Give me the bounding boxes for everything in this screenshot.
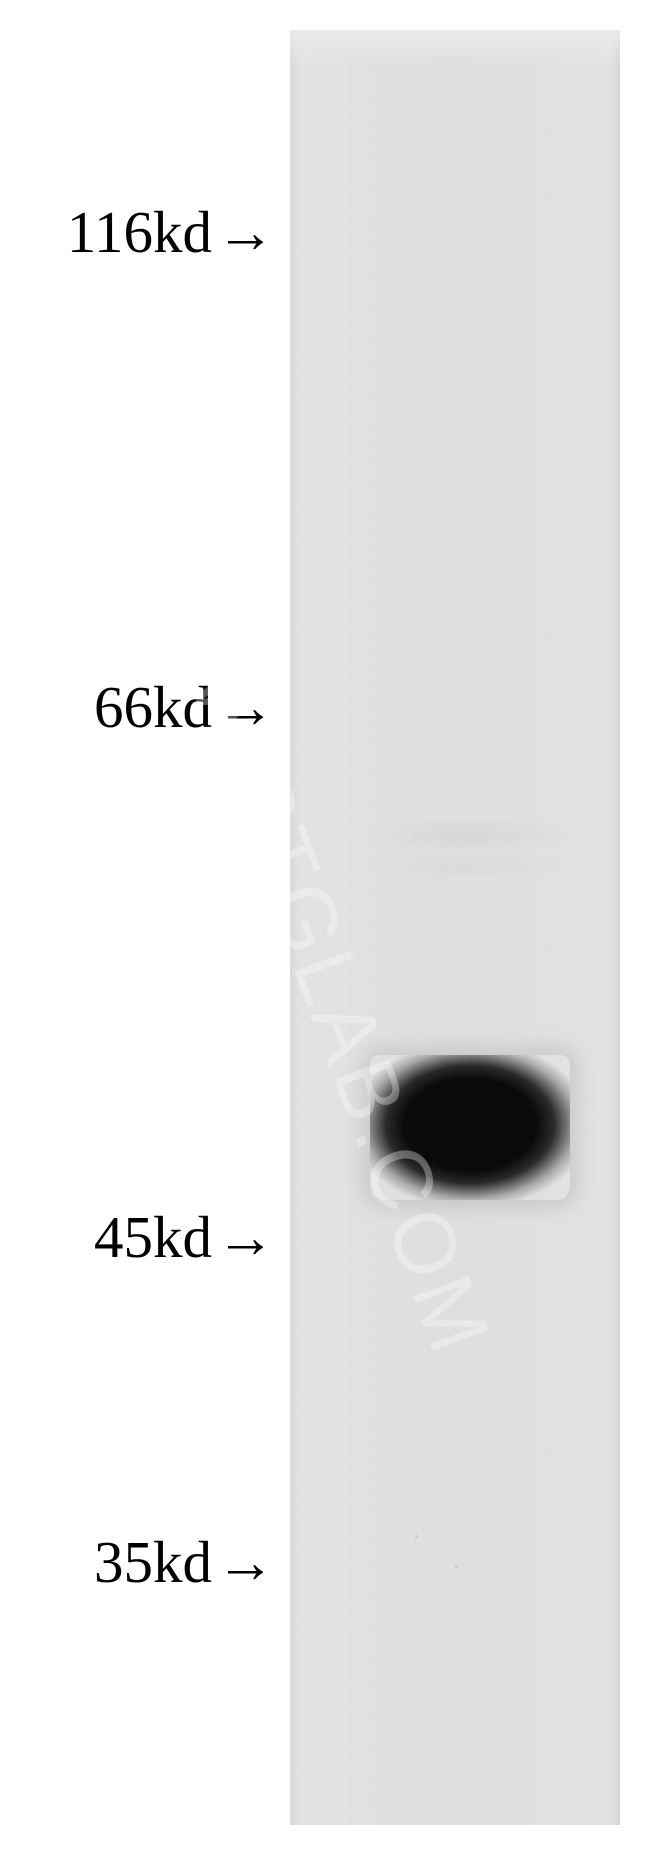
arrow-right-icon: →: [216, 198, 275, 267]
protein-band-faint: [365, 820, 575, 850]
mw-marker: 66kd→: [94, 673, 275, 742]
artifact-speck: [455, 1565, 458, 1568]
arrow-right-icon: →: [216, 1528, 275, 1597]
mw-marker: 45kd→: [94, 1203, 275, 1272]
mw-marker: 116kd→: [67, 198, 275, 267]
gel-lane: [290, 30, 620, 1825]
lane-noise-texture: [290, 30, 620, 1825]
mw-marker-label: 45kd: [94, 1203, 212, 1272]
mw-marker-label: 35kd: [94, 1528, 212, 1597]
blot-container: 116kd→66kd→45kd→35kd→ WWW.PTGLAB.COM: [0, 0, 650, 1855]
arrow-right-icon: →: [216, 1203, 275, 1272]
protein-band-main: [370, 1055, 570, 1200]
mw-marker-label: 116kd: [67, 198, 212, 267]
arrow-right-icon: →: [216, 673, 275, 742]
mw-marker-label: 66kd: [94, 673, 212, 742]
protein-band-faint: [365, 855, 575, 877]
mw-marker: 35kd→: [94, 1528, 275, 1597]
artifact-speck: [415, 1535, 418, 1538]
